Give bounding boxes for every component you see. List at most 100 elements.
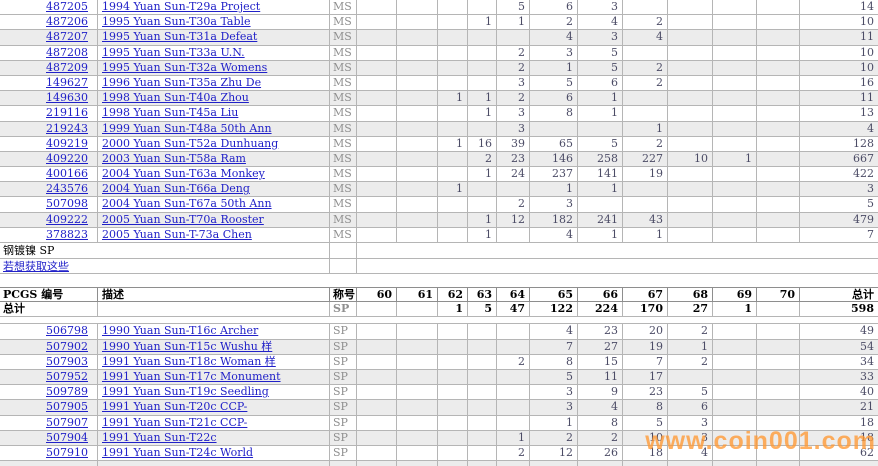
designation-cell: MS [330,30,357,46]
designation-cell: MS [330,45,357,61]
coin-description-cell-link[interactable]: 2005 Yuan Sun-T-73a Chen [102,227,252,241]
grade-cell-69 [713,324,757,340]
coin-description-cell-link[interactable]: 1999 Yuan Sun-T48a 50th Ann [102,121,272,135]
coin-description-cell: 1994 Yuan Sun-T29a Project [98,0,330,16]
pcgs-number-cell-link[interactable]: 409220 [46,151,88,165]
table-row: 409220 2003 Yuan Sun-T58a Ram MS 2 23 146 258 2… [0,151,878,168]
pcgs-number-cell-link[interactable]: 507903 [46,354,88,368]
coin-description-cell-link[interactable]: 1991 Yuan Sun-T19c Seedling [102,385,269,399]
coin-description-cell-link[interactable]: 1991 Yuan Sun-T24c World [102,445,254,459]
coin-description-cell-link[interactable]: 1991 Yuan Sun-T18c Woman 样 [102,354,276,368]
coin-description-cell-link[interactable]: 2000 Yuan Sun-T52a Dunhuang [102,136,279,150]
coin-description-cell-link[interactable]: 1995 Yuan Sun-T32a Womens [102,60,268,74]
pcgs-number-cell-link[interactable]: 507904 [46,430,88,444]
grade-cell-67: 17 [623,369,668,386]
grade-cell-68: 4 [668,445,713,462]
coin-description-cell: 1995 Yuan Sun-T32a Womens [98,60,330,76]
total-cell: 128 [800,137,878,152]
table-row: 506798 1990 Yuan Sun-T16c Archer SP 4 23 20 2 4… [0,324,878,340]
coin-description-cell-link[interactable]: 2003 Yuan Sun-T58a Ram [102,151,246,165]
grade-cell-70 [757,167,800,183]
grade-cell-70 [757,227,800,243]
pcgs-number-cell-link[interactable]: 507907 [46,415,88,429]
grade-cell-63 [468,197,497,213]
coin-description-cell-link[interactable]: 2004 Yuan Sun-T66a Deng [102,182,250,196]
pcgs-number-cell-link[interactable]: 409219 [46,136,88,150]
grade-cell-64 [497,182,530,198]
coin-description-cell-link[interactable]: 1998 Yuan Sun-T45a Liu [102,106,239,120]
grade-cell-66: 5 [578,60,623,76]
pcgs-number-cell-link[interactable]: 507905 [46,400,88,414]
grade-cell-66: 5 [578,45,623,61]
pcgs-number-cell-link[interactable]: 400166 [46,167,88,181]
col-header-grade-61: 61 [397,287,438,303]
coin-description-cell: 1991 Yuan Sun-T22c [98,430,330,446]
pcgs-number-cell-link[interactable]: 409222 [46,212,88,226]
coin-description-cell-link[interactable]: 1998 Yuan Sun-T40a Zhou [102,91,249,105]
grade-cell-63 [468,445,497,462]
coin-description-cell-link[interactable]: 1991 Yuan Sun-T21c CCP- [102,415,248,429]
grade-cell-69: 1 [713,151,757,168]
pcgs-number-cell-link[interactable]: 507902 [46,339,88,353]
pcgs-number-cell-link[interactable]: 149630 [46,91,88,105]
grade-cell-62 [438,324,468,340]
grade-cell-70 [757,339,800,355]
pcgs-number-cell-link[interactable]: 507098 [46,197,88,211]
grade-cell-67: 2 [623,15,668,31]
watermark: www.coin001.com [645,427,876,455]
pcgs-number-cell-link[interactable]: 487209 [46,60,88,74]
coin-description-cell-link[interactable]: 1995 Yuan Sun-T33a U.N. [102,45,245,59]
coin-description-cell-link[interactable]: 1995 Yuan Sun-T30a Table [102,15,251,29]
info-link[interactable]: 若想获取这些 [3,259,69,273]
coin-description-cell-link[interactable]: 1990 Yuan Sun-T16c Archer [102,324,259,338]
pcgs-number-cell-link[interactable]: 509789 [46,385,88,399]
grade-cell-67: 2 [623,75,668,92]
grade-cell-70 [757,30,800,46]
coin-description-cell-link[interactable]: 1990 Yuan Sun-T15c Wushu 样 [102,339,273,353]
coin-description-cell-link[interactable]: 1996 Yuan Sun-T35a Zhu De [102,75,262,89]
pcgs-number-cell: 409220 [0,151,98,168]
grade-cell-65: 237 [530,167,578,183]
coin-description-cell-link[interactable]: 2004 Yuan Sun-T63a Monkey [102,167,265,181]
table-row: 509789 1991 Yuan Sun-T19c Seedling SP 3 9 23 5… [0,385,878,401]
pcgs-number-cell-link[interactable]: 243576 [46,182,88,196]
grade-cell-69 [713,400,757,416]
grade-cell-69 [713,30,757,46]
pcgs-number-cell-link[interactable]: 487207 [46,30,88,44]
grade-cell-65: 2 [530,430,578,446]
grade-cell-67: 5 [623,415,668,431]
pcgs-number-cell-link[interactable]: 149627 [46,75,88,89]
grade-cell-63: 16 [468,136,497,152]
pcgs-number-cell-link[interactable]: 487205 [46,0,88,13]
pcgs-number-cell-link[interactable]: 219243 [46,121,88,135]
coin-description-cell-link[interactable]: 2005 Yuan Sun-T70a Rooster [102,212,264,226]
pcgs-number-cell-link[interactable]: 487208 [46,45,88,59]
pcgs-number-cell-link[interactable]: 487206 [46,15,88,29]
grade-cell-65: 6 [530,91,578,107]
pcgs-number-cell-link[interactable]: 507910 [46,445,88,459]
pcgs-number-cell-link[interactable]: 506798 [46,324,88,338]
coin-description-cell-link[interactable]: 1991 Yuan Sun-T20c CCP- [102,400,248,414]
coin-description-cell-link[interactable]: 2004 Yuan Sun-T67a 50th Ann [102,197,272,211]
grade-cell-69 [713,0,757,16]
coin-description-cell-link[interactable]: 1991 Yuan Sun-T22c [102,430,217,444]
coin-description-cell-link[interactable]: 1994 Yuan Sun-T29a Project [102,0,261,13]
grade-cell-68 [668,30,713,46]
pcgs-number-cell-link[interactable]: 507952 [46,369,88,383]
grade-cell-67 [623,91,668,107]
grade-cell-66: 23 [578,324,623,340]
coin-description-cell: 2005 Yuan Sun-T-73a Chen [98,227,330,243]
grade-cell-70 [757,91,800,107]
coin-description-cell-link[interactable]: 1995 Yuan Sun-T31a Defeat [102,30,258,44]
coin-description-cell: 2004 Yuan Sun-T67a 50th Ann [98,197,330,213]
grade-cell-70 [757,151,800,168]
grade-cell-68 [668,91,713,107]
grade-cell-69 [713,354,757,370]
grade-cell-63: 1 [468,167,497,183]
grade-cell-66 [578,121,623,137]
pcgs-number-cell-link[interactable]: 378823 [46,227,88,241]
pcgs-number-cell-link[interactable]: 219116 [46,106,88,120]
coin-description-cell-link[interactable]: 1991 Yuan Sun-T17c Monument [102,369,281,383]
designation-cell: SP [330,415,357,431]
